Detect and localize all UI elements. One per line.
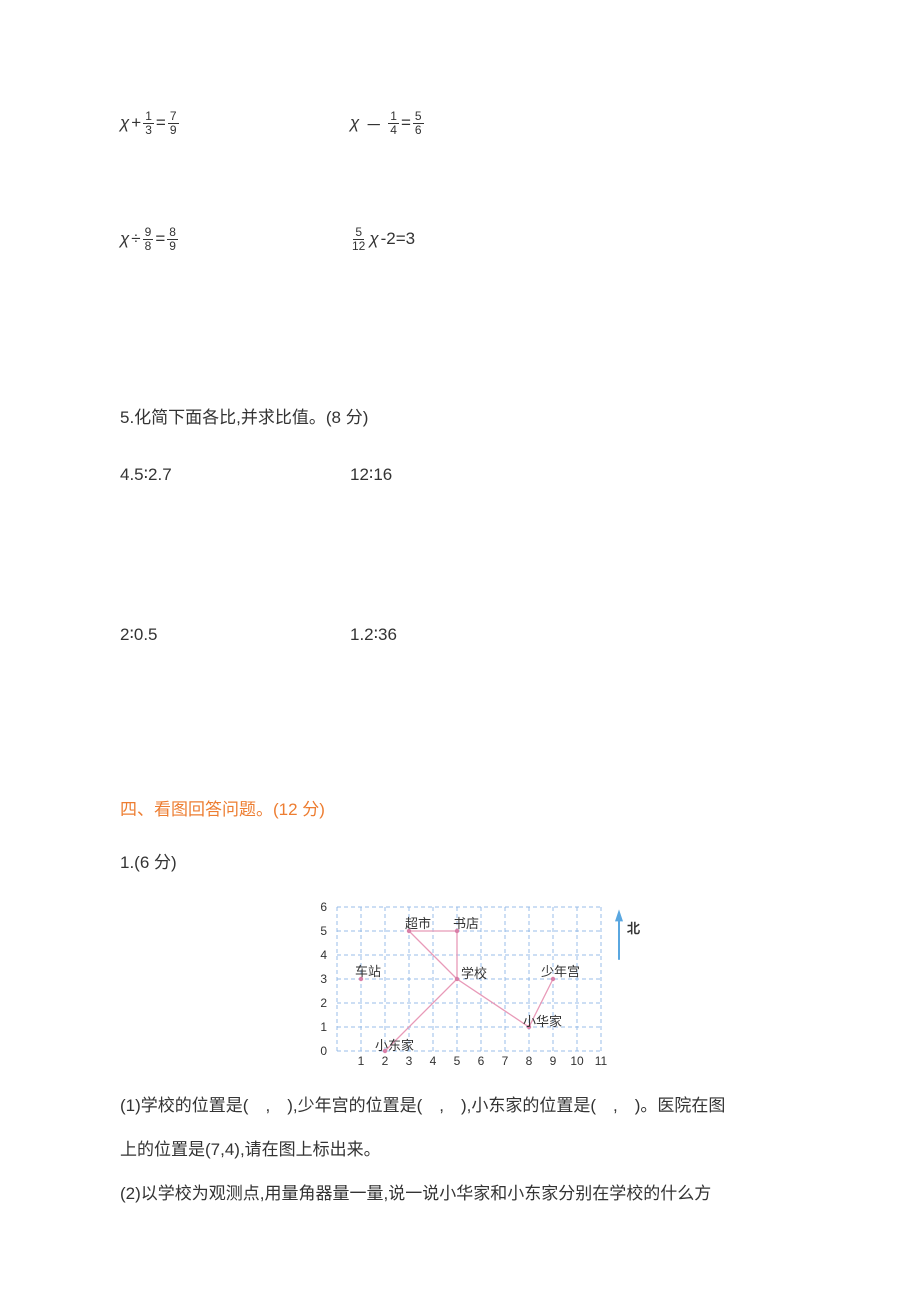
chart-label-车站: 车站 — [355, 961, 381, 980]
question-1-text-line2: 上的位置是(7,4),请在图上标出来。 — [120, 1128, 800, 1172]
svg-text:3: 3 — [406, 1054, 413, 1066]
chart-label-学校: 学校 — [461, 963, 487, 982]
svg-text:6: 6 — [478, 1054, 485, 1066]
p1-part-c: ),小东家的位置是( — [461, 1096, 596, 1115]
question-2-text: (2)以学校为观测点,用量角器量一量,说一说小华家和小东家分别在学校的什么方 — [120, 1172, 800, 1216]
equals: = — [156, 113, 166, 133]
ratio-1b: 12∶16 — [350, 465, 580, 485]
op-minus: － — [365, 111, 382, 136]
ratio-1a: 4.5∶2.7 — [120, 465, 350, 485]
svg-text:5: 5 — [454, 1054, 461, 1066]
svg-text:8: 8 — [526, 1054, 533, 1066]
chart-label-小东家: 小东家 — [375, 1035, 414, 1054]
fraction-9-8: 9 8 — [143, 226, 154, 252]
var-chi: χ — [120, 113, 129, 133]
equation-row-1: χ + 1 3 = 7 9 χ － 1 4 = 5 6 — [120, 110, 800, 136]
svg-text:9: 9 — [550, 1054, 557, 1066]
blank-1: , — [248, 1084, 287, 1128]
var-chi: χ — [120, 229, 129, 249]
tail-text: -2=3 — [381, 229, 416, 249]
fraction-5-12: 5 12 — [350, 226, 367, 252]
svg-text:2: 2 — [320, 996, 327, 1010]
svg-text:7: 7 — [502, 1054, 509, 1066]
svg-text:4: 4 — [430, 1054, 437, 1066]
equation-1b: χ － 1 4 = 5 6 — [350, 110, 580, 136]
coordinate-chart: 01234561234567891011超市书店车站学校少年宫小华家小东家北 — [295, 891, 625, 1066]
equals: = — [401, 113, 411, 133]
equals: = — [155, 229, 165, 249]
var-chi: χ — [350, 113, 359, 133]
p1-part-a: (1)学校的位置是( — [120, 1096, 248, 1115]
ratio-row-1: 4.5∶2.7 12∶16 — [120, 465, 800, 485]
svg-text:1: 1 — [358, 1054, 365, 1066]
var-chi: χ — [369, 229, 378, 249]
equation-2b: 5 12 χ -2=3 — [350, 226, 580, 252]
chart-label-小华家: 小华家 — [523, 1011, 562, 1030]
op-plus: + — [131, 113, 141, 133]
fraction-1-4: 1 4 — [388, 110, 399, 136]
svg-text:11: 11 — [595, 1054, 608, 1066]
north-label: 北 — [627, 918, 640, 937]
chart-label-书店: 书店 — [453, 913, 479, 932]
svg-text:5: 5 — [320, 924, 327, 938]
p1-part-b: ),少年宫的位置是( — [287, 1096, 422, 1115]
equation-2a: χ ÷ 9 8 = 8 9 — [120, 226, 350, 252]
question-1-text: (1)学校的位置是( , ),少年宫的位置是( , ),小东家的位置是( , )… — [120, 1084, 800, 1128]
section-4-title: 四、看图回答问题。(12 分) — [120, 795, 800, 820]
equation-row-2: χ ÷ 9 8 = 8 9 5 12 χ -2=3 — [120, 226, 800, 252]
svg-text:1: 1 — [320, 1020, 327, 1034]
op-div: ÷ — [131, 229, 140, 249]
svg-text:6: 6 — [320, 900, 327, 914]
chart-label-少年宫: 少年宫 — [541, 961, 580, 980]
ratio-row-2: 2∶0.5 1.2∶36 — [120, 625, 800, 645]
svg-text:3: 3 — [320, 972, 327, 986]
fraction-8-9: 8 9 — [167, 226, 178, 252]
svg-text:10: 10 — [570, 1054, 584, 1066]
fraction-1-3: 1 3 — [143, 110, 154, 136]
svg-text:2: 2 — [382, 1054, 389, 1066]
svg-text:4: 4 — [320, 948, 327, 962]
p1-part-d: )。医院在图 — [635, 1096, 726, 1115]
fraction-7-9: 7 9 — [168, 110, 179, 136]
q1-label: 1.(6 分) — [120, 848, 800, 873]
chart-label-超市: 超市 — [405, 913, 431, 932]
fraction-5-6: 5 6 — [413, 110, 424, 136]
q5-title: 5.化简下面各比,并求比值。(8 分) — [120, 402, 800, 434]
chart-container: 0 1 2 3 4 5 6 1 2 3 4 5 6 7 8 9 10 11 超市 书店车站 学校 少年宫小华家小东家 北 — [120, 891, 800, 1066]
svg-text:0: 0 — [320, 1044, 327, 1058]
ratio-2b: 1.2∶36 — [350, 625, 580, 645]
blank-3: , — [596, 1084, 635, 1128]
page: χ + 1 3 = 7 9 χ － 1 4 = 5 6 — [0, 0, 920, 1302]
blank-2: , — [422, 1084, 461, 1128]
equation-1a: χ + 1 3 = 7 9 — [120, 110, 350, 136]
ratio-2a: 2∶0.5 — [120, 625, 350, 645]
